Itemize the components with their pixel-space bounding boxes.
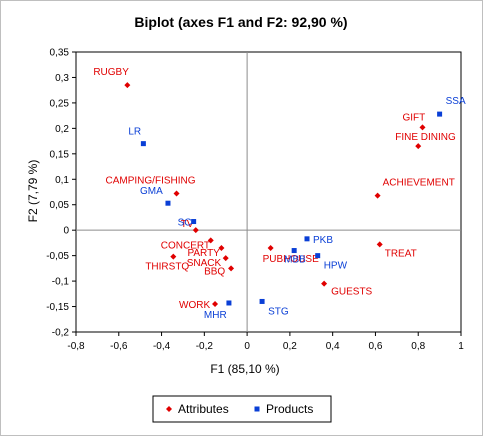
legend: Attributes Products [152, 395, 332, 423]
point-rugby [124, 82, 131, 89]
point-mhr [226, 300, 232, 306]
point-work [212, 301, 219, 307]
x-tick-label: -0,2 [196, 341, 214, 352]
label-concert: CONCERT [161, 240, 210, 251]
y-tick-label: 0,05 [50, 200, 70, 211]
point-snack [222, 255, 229, 262]
label-work: WORK [179, 300, 210, 311]
label-ssa: SSA [446, 96, 466, 107]
point-guests [321, 280, 328, 287]
point-bbq [228, 265, 235, 272]
label-guests: GUESTS [331, 287, 372, 298]
x-tick-label: 0,6 [368, 341, 382, 352]
label-treat: TREAT [385, 248, 417, 259]
x-tick-label: -0,8 [67, 341, 85, 352]
y-tick-label: -0,05 [46, 251, 69, 262]
point-ssa [437, 111, 443, 117]
point-gift [419, 124, 426, 131]
y-tick-label: -0,15 [46, 302, 69, 313]
point-fine-dining [415, 143, 422, 150]
plot-border [75, 51, 462, 333]
label-snack: SNACK [187, 258, 222, 269]
series-products: LR GMA SC MHR SSA PKB MBB HPW STG [128, 96, 466, 321]
point-achievement [374, 192, 381, 199]
y-tick-label: 0,35 [50, 48, 70, 59]
label-bbq: BBQ [204, 266, 225, 277]
label-camping-fishing: CAMPING/FISHING [106, 176, 196, 187]
legend-label-products: Products [266, 402, 313, 416]
point-tv [192, 227, 199, 234]
y-tick-label: 0,15 [50, 149, 70, 160]
y-tick-label: -0,2 [52, 328, 70, 339]
label-stg: STG [268, 306, 289, 317]
x-tick-label: -0,6 [110, 341, 128, 352]
label-thirstq: THIRSTQ [145, 262, 189, 273]
label-gma: GMA [140, 186, 163, 197]
point-pkb [304, 236, 310, 242]
point-hpw [315, 253, 321, 259]
label-hpw: HPW [324, 261, 348, 272]
x-tick-label: 0 [244, 341, 250, 352]
y-tick-label: 0,25 [50, 98, 70, 109]
label-party: PARTY [187, 248, 220, 259]
legend-marker-products [254, 406, 260, 412]
point-pubhouse [267, 245, 274, 251]
label-mhr: MHR [204, 310, 227, 321]
label-pubhouse: PUBHOUSE [263, 254, 319, 265]
legend-label-attributes: Attributes [178, 402, 229, 416]
label-mbb: MBB [284, 255, 306, 266]
plot-area: -0,8 -0,6 -0,4 -0,2 0 0,2 0,4 0,6 0,8 1 -0,2 -0,15 -… [46, 48, 466, 353]
point-concert [207, 237, 214, 244]
point-sc [191, 219, 197, 225]
label-achievement: ACHIEVEMENT [383, 178, 455, 189]
chart-title: Biplot (axes F1 and F2: 92,90 %) [134, 14, 347, 30]
x-axis-label: F1 (85,10 %) [210, 362, 279, 376]
point-camping-fishing [173, 190, 180, 197]
label-tv: TV [181, 219, 194, 230]
legend-marker-attributes [166, 406, 172, 412]
label-sc: SC [178, 218, 192, 229]
x-tick-label: 0,2 [283, 341, 297, 352]
y-tick-label: 0,3 [55, 73, 69, 84]
point-gma [165, 200, 171, 206]
x-tick-label: -0,4 [153, 341, 171, 352]
y-tick-label: 0,2 [55, 124, 69, 135]
point-thirstq [170, 253, 177, 260]
y-tick-label: 0 [63, 226, 69, 237]
legend-box [152, 395, 332, 423]
x-tick-label: 0,8 [411, 341, 425, 352]
y-axis-label: F2 (7,79 %) [26, 160, 40, 223]
y-tick-label: 0,1 [55, 175, 69, 186]
x-tick-label: 0,4 [326, 341, 340, 352]
point-treat [376, 241, 383, 248]
label-fine-dining: FINE DINING [395, 132, 456, 143]
point-mbb [291, 248, 297, 254]
label-lr: LR [128, 127, 141, 138]
y-tick-label: -0,1 [52, 277, 70, 288]
label-gift: GIFT [403, 112, 426, 123]
label-pkb: PKB [313, 235, 333, 246]
point-party [218, 245, 225, 251]
x-tick-label: 1 [458, 341, 464, 352]
point-lr [140, 141, 146, 147]
point-stg [259, 298, 265, 304]
label-rugby: RUGBY [93, 67, 129, 78]
